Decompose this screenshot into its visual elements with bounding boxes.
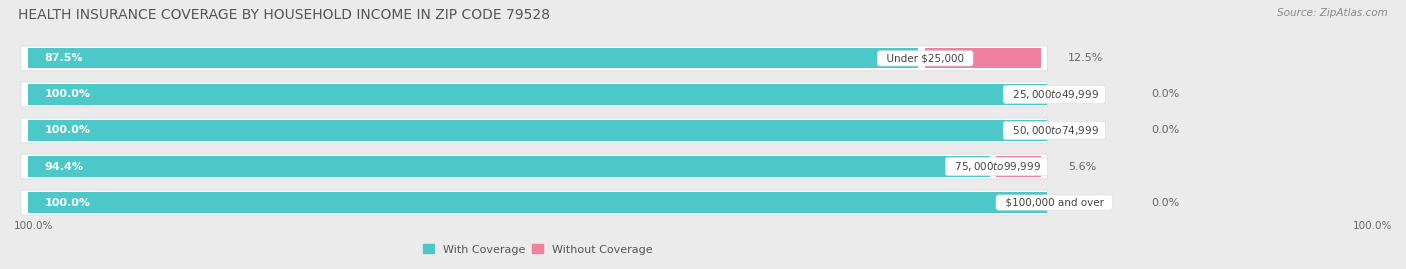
Text: Source: ZipAtlas.com: Source: ZipAtlas.com	[1277, 8, 1388, 18]
Text: 100.0%: 100.0%	[45, 125, 90, 136]
Bar	[997, 156, 1040, 177]
Bar	[28, 84, 1047, 105]
FancyBboxPatch shape	[21, 154, 1047, 179]
Text: 0.0%: 0.0%	[1152, 197, 1180, 208]
Bar	[28, 48, 918, 69]
Bar	[925, 48, 1040, 69]
Text: 5.6%: 5.6%	[1069, 161, 1097, 172]
Text: Under $25,000: Under $25,000	[880, 53, 970, 63]
Text: HEALTH INSURANCE COVERAGE BY HOUSEHOLD INCOME IN ZIP CODE 79528: HEALTH INSURANCE COVERAGE BY HOUSEHOLD I…	[18, 8, 550, 22]
Text: 87.5%: 87.5%	[45, 53, 83, 63]
FancyBboxPatch shape	[21, 190, 1047, 215]
Text: $25,000 to $49,999: $25,000 to $49,999	[1005, 88, 1102, 101]
Text: 100.0%: 100.0%	[1353, 221, 1392, 231]
FancyBboxPatch shape	[21, 82, 1047, 107]
Text: 100.0%: 100.0%	[14, 221, 53, 231]
FancyBboxPatch shape	[21, 118, 1047, 143]
Text: $75,000 to $99,999: $75,000 to $99,999	[948, 160, 1045, 173]
Legend: With Coverage, Without Coverage: With Coverage, Without Coverage	[423, 244, 652, 255]
Text: $100,000 and over: $100,000 and over	[998, 197, 1111, 208]
Bar	[28, 192, 1047, 213]
Text: 12.5%: 12.5%	[1069, 53, 1104, 63]
FancyBboxPatch shape	[21, 46, 1047, 71]
Text: 0.0%: 0.0%	[1152, 89, 1180, 100]
Bar	[28, 120, 1047, 141]
Bar	[28, 156, 990, 177]
Text: 94.4%: 94.4%	[45, 161, 83, 172]
Text: $50,000 to $74,999: $50,000 to $74,999	[1005, 124, 1102, 137]
Text: 0.0%: 0.0%	[1152, 125, 1180, 136]
Text: 100.0%: 100.0%	[45, 197, 90, 208]
Text: 100.0%: 100.0%	[45, 89, 90, 100]
